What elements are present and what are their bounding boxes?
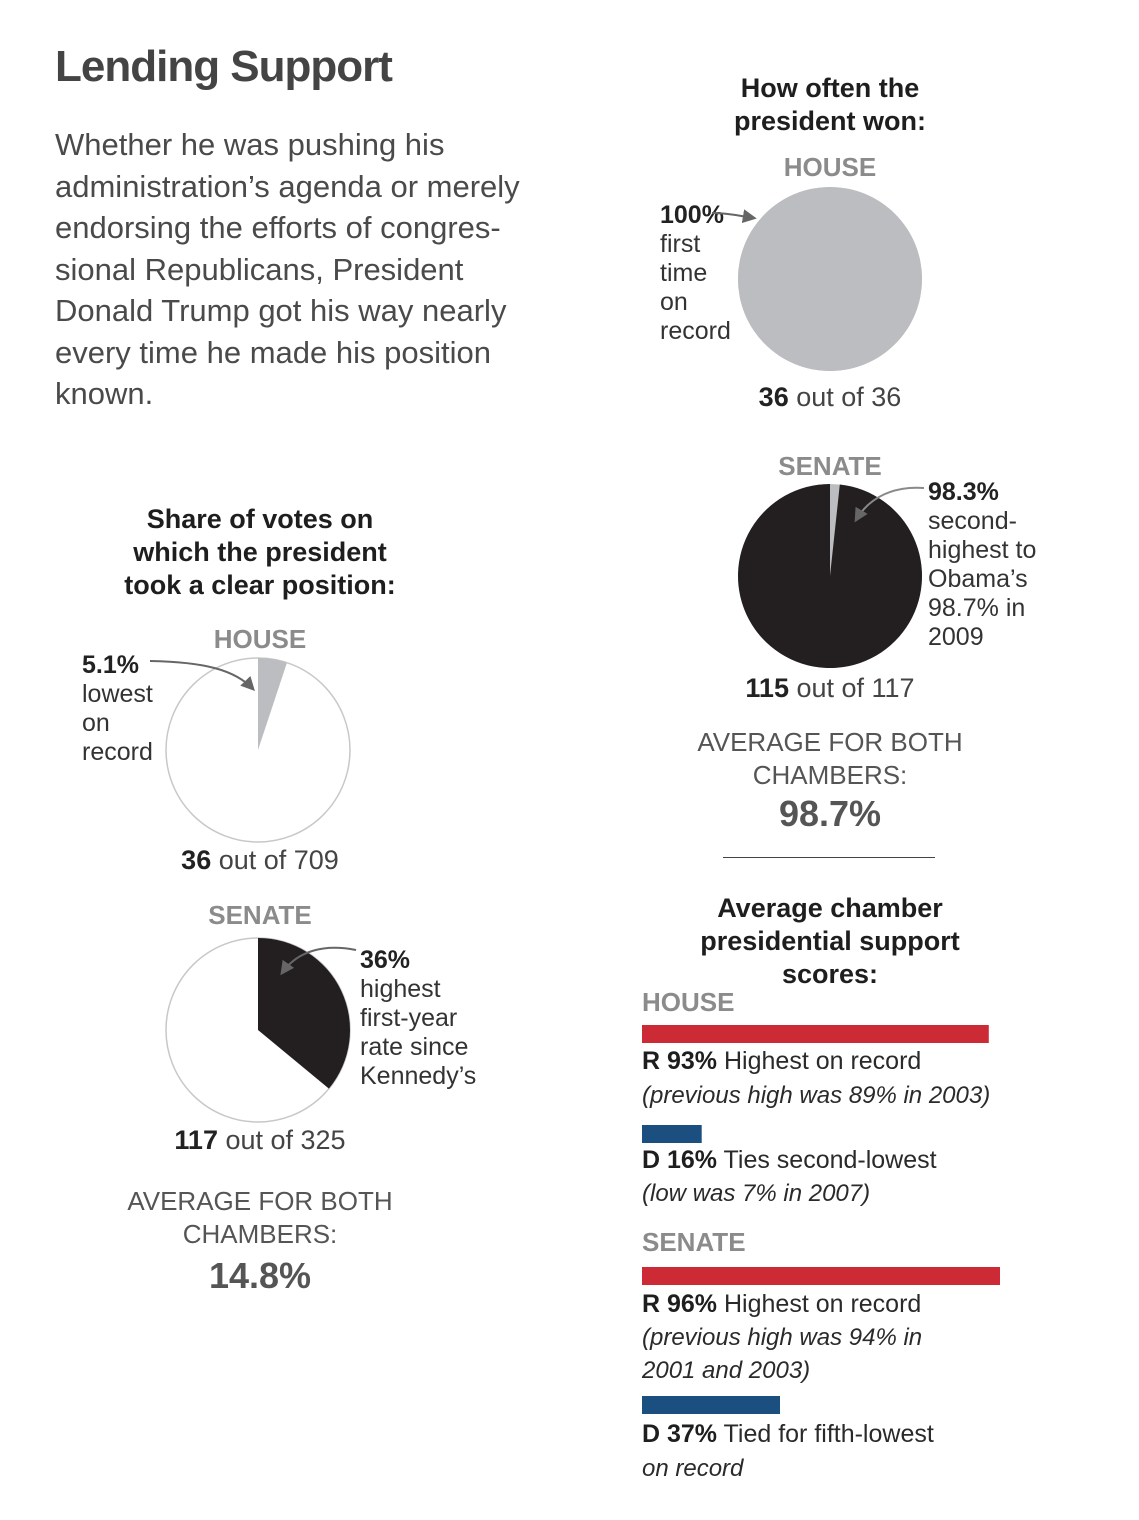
section-divider <box>723 857 935 858</box>
share-house-annotation: 5.1% lowest on record <box>82 651 153 767</box>
won-house-pct: 100% <box>660 201 724 229</box>
won-house-arrow <box>711 209 757 224</box>
share-house-note: lowest on record <box>82 680 153 766</box>
scores-senate-d-text: D 37% Tied for fifth-lowest <box>642 1420 934 1448</box>
scores-house-r-note: (previous high was 89% in 2003) <box>642 1082 991 1109</box>
pie-charts <box>165 187 923 1123</box>
share-house-arrow <box>149 660 255 692</box>
share-senate-pie-slice <box>258 938 351 1089</box>
won-average-label: AVERAGE FOR BOTH CHAMBERS: <box>697 727 963 790</box>
won-chart-title: How often the president won: <box>733 73 926 136</box>
share-house-pct: 5.1% <box>82 651 139 679</box>
won-senate-pct: 98.3% <box>928 478 999 506</box>
share-senate-pie <box>165 937 351 1123</box>
scores-senate-d-note: on record <box>642 1455 744 1482</box>
share-senate-arrow <box>280 946 357 976</box>
share-average-value: 14.8% <box>208 1255 312 1296</box>
scores-house-d-note: (low was 7% in 2007) <box>642 1180 871 1207</box>
score-bar-senate-r <box>642 1267 1000 1285</box>
won-house-pie <box>738 187 922 371</box>
score-bar-house-d <box>642 1125 702 1143</box>
intro-text: Whether he was pushing his administratio… <box>55 127 520 411</box>
share-senate-annotation: 36% highest first-year rate since Kennedy… <box>360 946 476 1091</box>
won-house-note: first time on record <box>660 230 731 345</box>
won-house-pie-slice <box>738 187 922 371</box>
score-bar-senate-d <box>642 1396 780 1414</box>
won-senate-pie-slice <box>738 484 923 668</box>
won-senate-annotation: 98.3% second- highest to Obama’s 98.7% in… <box>928 478 1036 652</box>
share-chart-title: Share of votes on which the president to… <box>124 504 396 600</box>
annotation-arrows <box>149 209 925 976</box>
won-senate-pie <box>738 484 923 668</box>
share-senate-label: SENATE <box>208 900 312 930</box>
won-house-count: 36 out of 36 <box>758 382 902 412</box>
share-average-label: AVERAGE FOR BOTH CHAMBERS: <box>127 1186 393 1249</box>
won-house-annotation: 100% first time on record <box>660 201 731 346</box>
scores-senate-r-text: R 96% Highest on record <box>642 1290 922 1318</box>
won-senate-arrow <box>854 486 925 523</box>
scores-senate-label: SENATE <box>642 1227 746 1257</box>
bar-charts <box>642 1025 1000 1414</box>
won-senate-label: SENATE <box>778 451 882 481</box>
won-senate-count: 115 out of 117 <box>745 673 915 703</box>
scores-house-label: HOUSE <box>642 987 735 1017</box>
won-senate-note: second- highest to Obama’s 98.7% in 2009 <box>928 507 1037 651</box>
scores-chart-title: Average chamber presidential support sco… <box>700 893 960 989</box>
share-house-label: HOUSE <box>213 624 307 654</box>
share-senate-note: highest first-year rate since Kennedy’s <box>360 975 477 1090</box>
score-bar-house-r <box>642 1025 989 1043</box>
scores-house-d-text: D 16% Ties second-lowest <box>642 1146 937 1174</box>
page-title: Lending Support <box>55 42 393 91</box>
share-house-pie <box>165 657 351 843</box>
scores-senate-r-note: (previous high was 94% in 2001 and 2003) <box>642 1324 923 1384</box>
won-average-value: 98.7% <box>778 793 882 834</box>
scores-house-r-text: R 93% Highest on record <box>642 1047 922 1075</box>
won-house-label: HOUSE <box>783 152 877 182</box>
share-senate-pct: 36% <box>360 946 411 974</box>
share-house-pie-slice <box>258 658 287 750</box>
share-house-count: 36 out of 709 <box>181 845 339 875</box>
share-senate-count: 117 out of 325 <box>174 1125 346 1155</box>
